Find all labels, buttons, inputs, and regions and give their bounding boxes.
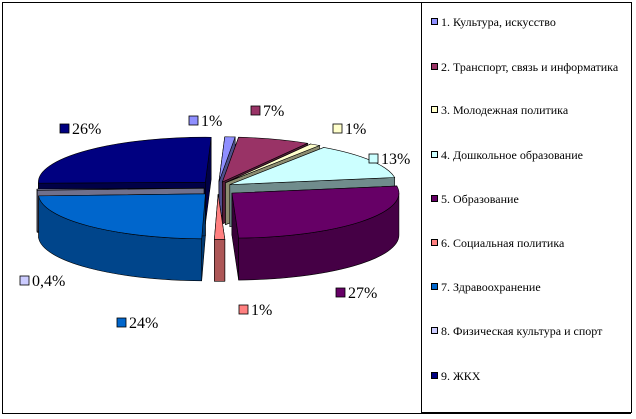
legend-swatch-2 — [431, 63, 438, 70]
legend-item-5: 5. Образование — [431, 192, 629, 206]
pie-slice-6 — [214, 194, 226, 240]
legend-item-1: 1. Культура, искусство — [431, 15, 629, 29]
legend-item-3: 3. Молодежная политика — [431, 103, 629, 117]
legend-item-4: 4. Дошкольное образование — [431, 148, 629, 162]
data-label-swatch-4 — [368, 153, 379, 164]
data-label-swatch-5 — [335, 287, 346, 298]
legend-label-2: 2. Транспорт, связь и информатика — [441, 60, 619, 74]
legend-swatch-1 — [431, 18, 438, 25]
data-label-swatch-1 — [188, 115, 199, 126]
legend-label-3: 3. Молодежная политика — [441, 103, 569, 117]
legend-item-8: 8. Физическая культура и спорт — [431, 324, 629, 338]
data-label-swatch-6 — [238, 304, 249, 315]
pie-chart: 1% 7% 1% 13% 27% 1% 24% 0,4% 26% — [19, 103, 410, 332]
legend-item-9: 9. ЖКХ — [431, 369, 629, 383]
legend-label-7: 7. Здравоохранение — [441, 280, 541, 294]
legend-swatch-5 — [431, 195, 438, 202]
data-label-3: 1% — [345, 121, 366, 138]
pie-slice-9 — [38, 136, 212, 184]
data-label-5: 27% — [348, 285, 377, 302]
data-label-6: 1% — [251, 302, 272, 319]
legend-label-4: 4. Дошкольное образование — [441, 148, 583, 162]
legend-swatch-8 — [431, 327, 438, 334]
legend-swatch-6 — [431, 239, 438, 246]
legend-swatch-7 — [431, 283, 438, 290]
pie-slice-6-outer-side — [214, 238, 226, 282]
data-label-8: 0,4% — [32, 273, 65, 290]
data-label-swatch-7 — [116, 317, 127, 328]
pie-slice-3 — [225, 143, 321, 183]
pie-slice-7 — [38, 193, 206, 240]
data-label-swatch-3 — [332, 123, 343, 134]
data-label-swatch-9 — [59, 123, 70, 134]
legend-swatch-3 — [431, 106, 438, 113]
legend-label-9: 9. ЖКХ — [441, 369, 481, 383]
data-label-7: 24% — [129, 315, 158, 332]
pie-data-labels: 1% 7% 1% 13% 27% 1% 24% 0,4% 26% — [19, 103, 410, 332]
chart-plot-area: 1% 7% 1% 13% 27% 1% 24% 0,4% 26% — [3, 3, 423, 415]
legend-label-8: 8. Физическая культура и спорт — [441, 324, 603, 338]
data-label-9: 26% — [72, 121, 101, 138]
legend-swatch-4 — [431, 151, 438, 158]
legend-label-5: 5. Образование — [441, 192, 519, 206]
pie-slice-2 — [221, 136, 309, 183]
pie-slice-8 — [36, 187, 205, 191]
data-label-2: 7% — [263, 103, 284, 120]
legend-swatch-9 — [431, 372, 438, 379]
legend-item-7: 7. Здравоохранение — [431, 280, 629, 294]
legend-label-1: 1. Культура, искусство — [441, 15, 556, 29]
legend-item-6: 6. Социальная политика — [431, 236, 629, 250]
legend-item-2: 2. Транспорт, связь и информатика — [431, 60, 629, 74]
data-label-swatch-2 — [250, 105, 261, 116]
data-label-1: 1% — [201, 113, 222, 130]
data-label-swatch-8 — [19, 275, 30, 286]
legend-label-6: 6. Социальная политика — [441, 236, 565, 250]
pie-slice-5 — [231, 185, 400, 239]
pie-top-layer — [36, 136, 400, 240]
chart-legend: 1. Культура, искусство 2. Транспорт, связ… — [421, 2, 632, 413]
pie-slice-1 — [218, 136, 236, 182]
data-label-4: 13% — [381, 151, 410, 168]
